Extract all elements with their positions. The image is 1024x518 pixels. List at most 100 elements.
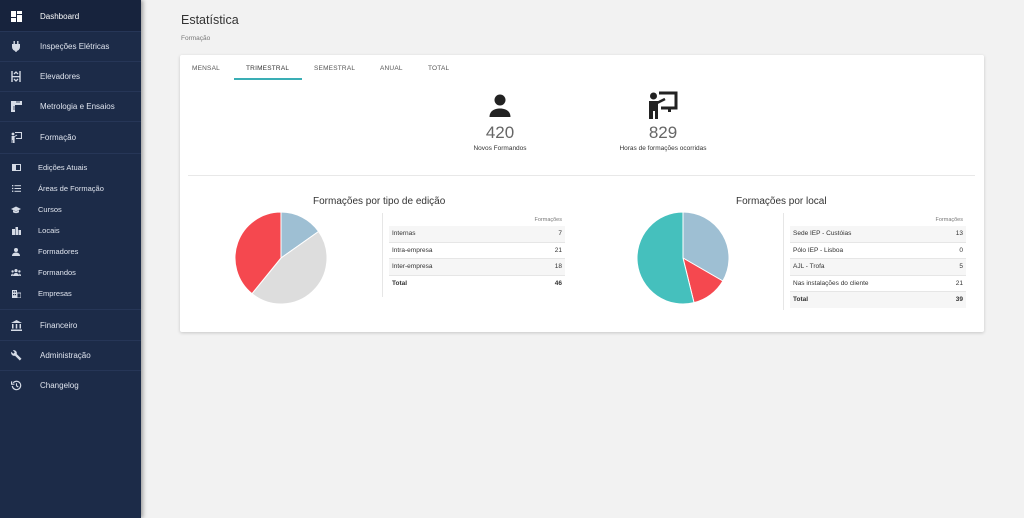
tab-total[interactable]: TOTAL [428,65,450,72]
chart-title: Formações por local [736,196,827,207]
row-label: Intra-empresa [389,242,492,259]
table-row: Internas 7 [389,226,565,243]
row-label: Internas [389,226,492,243]
stat-caption: Novos Formandos [473,145,527,152]
divider [0,153,141,154]
sidebar-subitem-label: Áreas de Formação [38,184,104,193]
sidebar-subitem-formandos[interactable]: Formandos [0,262,141,283]
sidebar-subitem-label: Locais [38,226,60,235]
divider [0,31,141,32]
elevator-icon [10,70,22,82]
sidebar-item-administracao[interactable]: Administração [0,340,141,370]
column-header: Formações [534,217,562,223]
column-header: Formações [935,217,963,223]
sidebar-subitem-cursos[interactable]: Cursos [0,199,141,220]
sidebar-item-financeiro[interactable]: Financeiro [0,310,141,340]
pie-slice-3[interactable] [636,211,695,305]
divider [0,121,141,122]
presentation-icon [10,131,22,143]
sidebar-subitem-empresas[interactable]: Empresas [0,283,141,304]
row-value: 5 [914,258,966,276]
pie-slice-0[interactable] [682,211,730,282]
tab-anual[interactable]: ANUAL [380,65,403,72]
table-row: Intra-empresa 21 [389,242,565,259]
sidebar-item-formacao[interactable]: Formação [0,122,141,152]
divider [188,175,975,176]
row-label: Sede IEP - Custóias [790,226,915,243]
row-value: 21 [914,275,966,292]
tab-mensal[interactable]: MENSAL [192,65,220,72]
divider [783,213,784,310]
row-label: Inter-empresa [389,258,492,276]
row-value: 21 [491,242,565,259]
sidebar-subitem-edicoes[interactable]: Edições Atuais [0,157,141,178]
active-tab-indicator [234,78,302,80]
sidebar-item-metrologia[interactable]: Metrologia e Ensaios [0,91,141,121]
sidebar-item-label: Financeiro [40,320,78,330]
graduation-cap-icon [11,205,21,215]
table-row: Nas instalações do cliente 21 [790,275,966,292]
divider [0,370,141,371]
sidebar-item-label: Formação [40,132,77,142]
stat-training-hours: 829 Horas de formações ocorridas [593,123,733,152]
sidebar-item-inspecoes[interactable]: Inspeções Elétricas [0,31,141,61]
data-table-local: Formações Sede IEP - Custóias 13 Pólo IEP… [790,214,966,308]
dashboard-icon [10,10,22,22]
sidebar-item-label: Changelog [40,380,79,390]
tab-semestral[interactable]: SEMESTRAL [314,65,356,72]
sidebar-item-dashboard[interactable]: Dashboard [0,1,141,31]
sidebar-subitem-label: Edições Atuais [38,163,88,172]
stat-value: 420 [485,123,515,142]
list-icon [11,184,21,194]
sidebar-subitem-label: Formadores [38,247,79,256]
stat-value: 829 [648,123,678,142]
table-total-row: Total 39 [790,291,966,308]
stat-new-trainees: 420 Novos Formandos [450,123,550,152]
sidebar-subitem-label: Cursos [38,205,62,214]
table-row: Sede IEP - Custóias 13 [790,226,966,243]
sidebar-item-label: Metrologia e Ensaios [40,101,115,111]
history-icon [10,379,22,391]
ruler-icon [10,100,22,112]
presentation-icon [648,91,678,119]
sidebar-item-label: Administração [40,350,91,360]
row-value: 46 [554,279,562,287]
row-label: Nas instalações do cliente [790,275,915,292]
row-label: Total [392,279,408,287]
row-value: 18 [491,258,565,276]
pie-slice-1[interactable] [251,230,328,305]
sidebar-subitem-locais[interactable]: Locais [0,220,141,241]
table-total-row: Total 46 [389,275,565,291]
bank-icon [10,319,22,331]
row-value: 13 [914,226,966,243]
stat-caption: Horas de formações ocorridas [619,145,707,152]
sidebar-subitem-formadores[interactable]: Formadores [0,241,141,262]
buildings-icon [11,226,21,236]
divider [382,213,383,297]
sidebar-item-changelog[interactable]: Changelog [0,370,141,400]
pie-slice-2[interactable] [234,211,282,295]
row-label: Pólo IEP - Lisboa [790,242,915,259]
sidebar-item-label: Inspeções Elétricas [40,41,110,51]
row-label: Total [790,291,915,308]
card-icon [11,163,21,173]
sidebar-item-label: Elevadores [40,71,81,81]
sidebar-subitem-areas[interactable]: Áreas de Formação [0,178,141,199]
people-icon [11,268,21,278]
person-icon [11,247,21,257]
sidebar-subitem-label: Formandos [38,268,76,277]
table-row: AJL - Trofa 5 [790,258,966,276]
chart-title: Formações por tipo de edição [313,196,446,207]
wrench-icon [10,349,22,361]
plug-icon [10,40,22,52]
sidebar-item-elevadores[interactable]: Elevadores [0,61,141,91]
table-row: Pólo IEP - Lisboa 0 [790,242,966,259]
page-subtitle: Formação [181,35,211,42]
divider [0,91,141,92]
data-table-tipo-edicao: Formações Internas 7 Intra-empresa 21 Inte… [389,214,565,291]
person-icon [488,93,512,117]
row-value: 0 [914,242,966,259]
tab-trimestral[interactable]: TRIMESTRAL [246,65,290,72]
sidebar-active-background [0,0,141,31]
period-tabs: MENSAL TRIMESTRAL SEMESTRAL ANUAL TOTAL [180,55,984,81]
